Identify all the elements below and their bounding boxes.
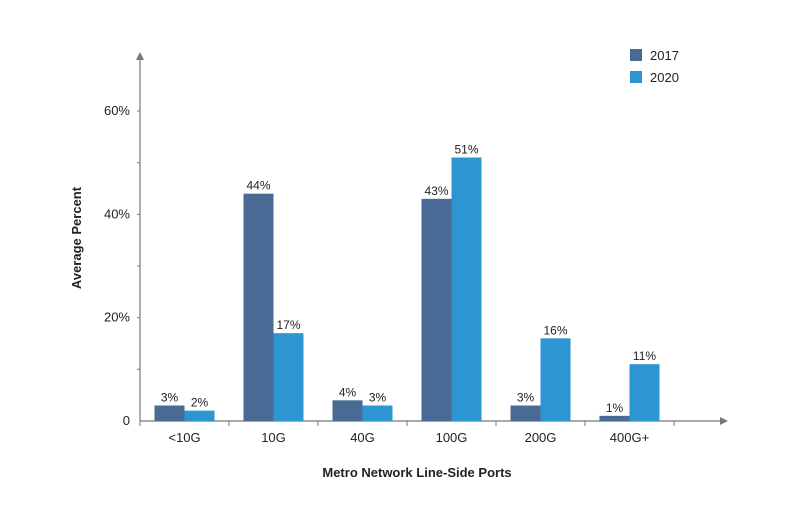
y-axis-title: Average Percent xyxy=(69,186,84,289)
x-tick-label: 100G xyxy=(436,430,468,445)
legend: 2017 2020 xyxy=(630,48,679,85)
y-tick-label: 60% xyxy=(104,103,130,118)
data-label-2017: 43% xyxy=(424,184,448,198)
y-tick-label: 40% xyxy=(104,206,130,221)
bar-2017 xyxy=(243,193,274,421)
y-tick-label: 0 xyxy=(123,413,130,428)
data-labels: 3% 2% 44% 17% 4% 3% 43% 51% 3% 16% 1% 11% xyxy=(161,143,657,415)
y-axis-arrow xyxy=(136,52,144,60)
data-label-2020: 3% xyxy=(369,391,387,405)
legend-swatch-2017 xyxy=(630,49,642,61)
data-label-2017: 3% xyxy=(517,391,535,405)
bar-2017 xyxy=(510,405,541,421)
bar-2017 xyxy=(332,400,363,421)
legend-label-2020: 2020 xyxy=(650,70,679,85)
bars xyxy=(154,157,660,421)
bar-2020 xyxy=(362,405,393,421)
bar-2020 xyxy=(273,333,304,421)
data-label-2017: 1% xyxy=(606,401,624,415)
data-label-2017: 4% xyxy=(339,385,357,399)
bar-2017 xyxy=(154,405,185,421)
y-tick-labels: 0 20% 40% 60% xyxy=(104,103,130,428)
data-label-2020: 51% xyxy=(454,143,478,157)
x-axis-title: Metro Network Line-Side Ports xyxy=(322,465,511,480)
data-label-2020: 16% xyxy=(543,323,567,337)
x-axis-arrow xyxy=(720,417,728,425)
x-tick-label: 400G+ xyxy=(610,430,649,445)
x-tick-labels: <10G 10G 40G 100G 200G 400G+ xyxy=(168,430,649,445)
y-tick-label: 20% xyxy=(104,310,130,325)
bar-2020 xyxy=(451,157,482,421)
data-label-2020: 2% xyxy=(191,396,209,410)
x-tick-label: 40G xyxy=(350,430,375,445)
data-label-2017: 3% xyxy=(161,391,179,405)
data-label-2020: 11% xyxy=(633,349,656,363)
legend-swatch-2020 xyxy=(630,71,642,83)
bar-2020 xyxy=(184,410,215,421)
bar-2020 xyxy=(629,364,660,421)
x-tick-label: <10G xyxy=(168,430,200,445)
legend-label-2017: 2017 xyxy=(650,48,679,63)
bar-2020 xyxy=(540,338,571,421)
data-label-2017: 44% xyxy=(246,179,270,193)
x-tick-label: 200G xyxy=(525,430,557,445)
bar-2017 xyxy=(599,415,630,421)
bar-2017 xyxy=(421,198,452,421)
data-label-2020: 17% xyxy=(276,318,300,332)
x-tick-label: 10G xyxy=(261,430,286,445)
